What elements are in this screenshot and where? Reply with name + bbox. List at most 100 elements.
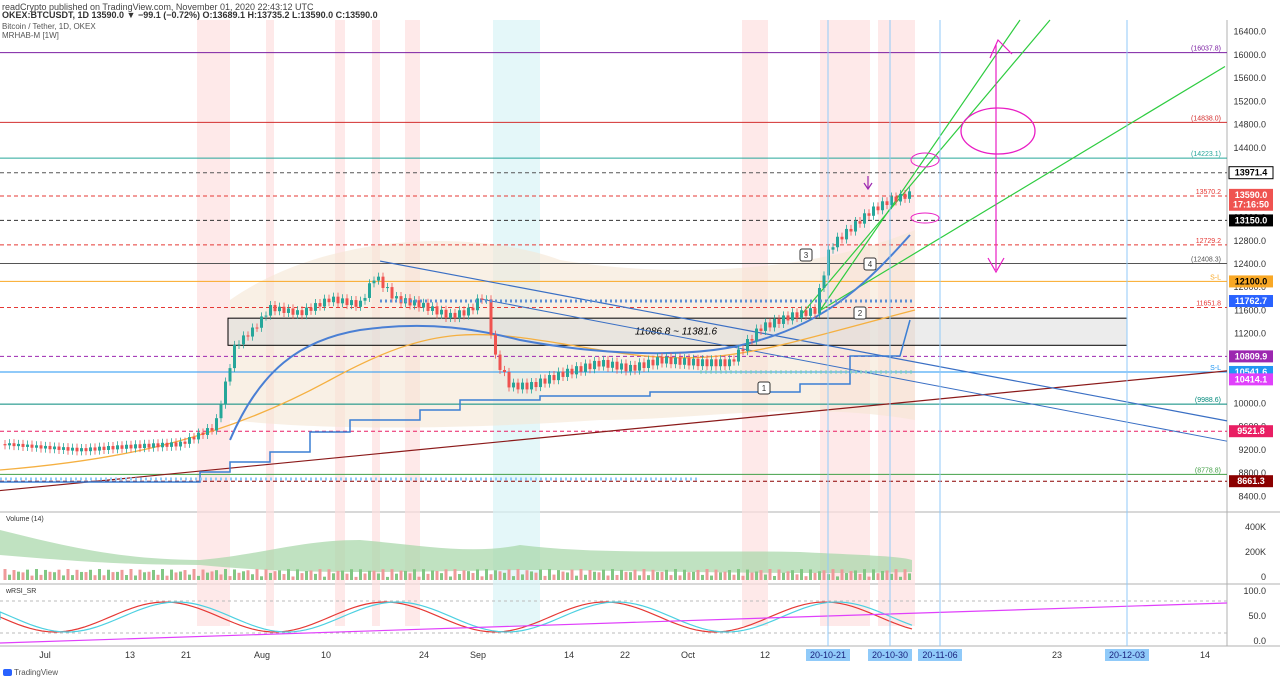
volume-bar (737, 569, 740, 580)
volume-bar (404, 570, 407, 580)
volume-bar (557, 570, 560, 580)
volume-bar (899, 576, 902, 580)
volume-bar (98, 569, 101, 580)
volume-bar (890, 573, 893, 580)
price-tag (1229, 214, 1273, 227)
volume-bar (885, 570, 889, 580)
candle-body (665, 356, 668, 364)
volume-bar (269, 572, 272, 580)
candle-body (53, 446, 56, 450)
volume-bar (395, 573, 398, 580)
candle-body (120, 445, 124, 449)
volume-bar (651, 569, 655, 580)
volume-bar (237, 572, 241, 580)
volume-bar (476, 569, 479, 580)
volume-bar (714, 569, 718, 580)
candle-body (377, 276, 380, 281)
candle-body (147, 443, 151, 448)
candle-body (728, 359, 731, 367)
volume-bar (273, 571, 277, 580)
volume-bar (471, 572, 475, 580)
date-marker-label: 20-10-30 (872, 650, 908, 660)
volume-bar (809, 569, 812, 580)
candle-body (597, 360, 601, 367)
volume-bar (530, 571, 533, 580)
volume-bar (242, 571, 245, 580)
candle-body (611, 361, 614, 368)
volume-bar (426, 573, 430, 580)
candle-body (111, 446, 115, 450)
volume-bar (305, 571, 308, 580)
y-tick-label: 11200.0 (1234, 329, 1266, 339)
volume-bar (116, 571, 119, 580)
volume-bar (516, 569, 520, 580)
candle-body (768, 322, 772, 328)
candle-body (894, 196, 898, 202)
volume-bar (755, 571, 758, 580)
candle-body (876, 206, 880, 211)
candle-body (543, 378, 547, 384)
volume-bar (575, 575, 578, 580)
volume-bar (332, 573, 335, 580)
volume-bar (687, 572, 691, 580)
volume-bar (183, 570, 187, 580)
volume-y-tick: 0 (1261, 572, 1266, 582)
volume-bar (323, 576, 326, 580)
level-label: (14223.1) (1191, 151, 1221, 158)
candle-body (516, 382, 520, 390)
candle-body (719, 359, 722, 367)
candle-body (102, 446, 106, 450)
candle-body (629, 364, 632, 372)
volume-bar (125, 575, 128, 580)
candle-body (71, 447, 74, 451)
candle-body (791, 312, 794, 321)
volume-bar (674, 569, 677, 580)
volume-bar (633, 569, 637, 580)
price-tag-label: 12100.0 (1235, 276, 1268, 286)
candle-body (188, 437, 191, 444)
volume-bar (764, 574, 767, 580)
candle-body (26, 444, 29, 447)
volume-bar (606, 575, 610, 580)
volume-bar (602, 569, 605, 580)
candle-body (269, 305, 272, 316)
price-tag (1229, 425, 1273, 438)
candle-body (138, 444, 142, 449)
volume-bar (678, 575, 682, 580)
x-tick-label: 12 (760, 650, 770, 660)
candle-body (431, 306, 434, 311)
y-tick-label: 15600.0 (1233, 73, 1266, 83)
volume-bar (512, 576, 515, 580)
volume-bar (822, 570, 826, 580)
volume-bar (300, 573, 304, 580)
range-box (227, 317, 1128, 346)
candle-body (48, 445, 52, 450)
volume-bar (30, 575, 34, 580)
candle-body (678, 357, 682, 365)
level-label: 13570.2 (1196, 189, 1221, 196)
volume-bar (701, 574, 704, 580)
candle-body (579, 366, 583, 372)
candle-body (287, 308, 290, 313)
volume-bar (179, 571, 182, 580)
candle-body (458, 310, 461, 319)
y-tick-label: 15200.0 (1233, 96, 1266, 106)
volume-bar (867, 576, 871, 580)
volume-y-tick: 400K (1245, 522, 1266, 532)
y-tick-label: 8400.0 (1238, 491, 1266, 501)
level-label: (16037.8) (1191, 46, 1221, 53)
magenta-arrowheads (987, 38, 1013, 274)
volume-bar (89, 569, 92, 580)
volume-bar (8, 574, 11, 580)
candle-body (507, 371, 511, 388)
series-title: Bitcoin / Tether, 1D, OKEX (2, 22, 96, 31)
volume-bar (723, 571, 727, 580)
volume-bar (786, 571, 790, 580)
volume-bar (156, 574, 160, 580)
volume-bar (588, 569, 592, 580)
candle-body (309, 307, 313, 311)
volume-bar (503, 572, 506, 580)
volume-bar (845, 573, 848, 580)
fan-line-1 (819, 19, 1021, 311)
